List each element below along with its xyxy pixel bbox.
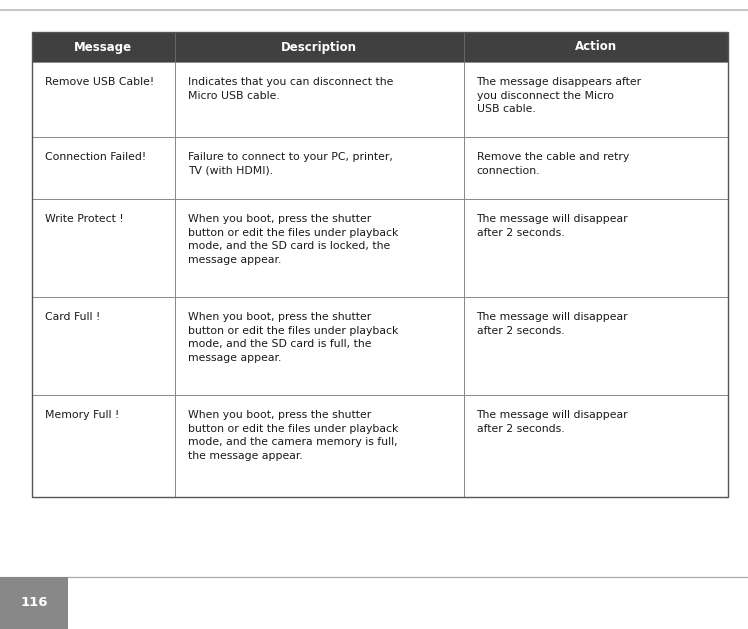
Bar [32, 199, 728, 297]
Bar [32, 137, 728, 199]
Text: Remove USB Cable!: Remove USB Cable! [45, 77, 154, 87]
Text: Memory Full !: Memory Full ! [45, 410, 119, 420]
Bar [32, 62, 728, 137]
Text: Card Full !: Card Full ! [45, 312, 100, 322]
Text: Description: Description [281, 40, 357, 53]
Text: The message will disappear
after 2 seconds.: The message will disappear after 2 secon… [476, 214, 628, 238]
Text: The message will disappear
after 2 seconds.: The message will disappear after 2 secon… [476, 410, 628, 433]
Bar [32, 395, 728, 497]
Text: Message: Message [74, 40, 132, 53]
Text: Action: Action [574, 40, 617, 53]
Text: Indicates that you can disconnect the
Micro USB cable.: Indicates that you can disconnect the Mi… [188, 77, 393, 101]
Text: When you boot, press the shutter
button or edit the files under playback
mode, a: When you boot, press the shutter button … [188, 214, 398, 265]
Text: Write Protect !: Write Protect ! [45, 214, 123, 224]
Text: When you boot, press the shutter
button or edit the files under playback
mode, a: When you boot, press the shutter button … [188, 410, 398, 461]
Bar [32, 32, 728, 62]
Text: Connection Failed!: Connection Failed! [45, 152, 146, 162]
Text: Failure to connect to your PC, printer,
TV (with HDMI).: Failure to connect to your PC, printer, … [188, 152, 393, 175]
Bar [0, 577, 68, 629]
Text: Remove the cable and retry
connection.: Remove the cable and retry connection. [476, 152, 629, 175]
Bar [32, 32, 728, 497]
Text: The message will disappear
after 2 seconds.: The message will disappear after 2 secon… [476, 312, 628, 336]
Text: When you boot, press the shutter
button or edit the files under playback
mode, a: When you boot, press the shutter button … [188, 312, 398, 363]
Text: 116: 116 [20, 596, 48, 610]
Text: The message disappears after
you disconnect the Micro
USB cable.: The message disappears after you disconn… [476, 77, 642, 114]
Bar [32, 297, 728, 395]
